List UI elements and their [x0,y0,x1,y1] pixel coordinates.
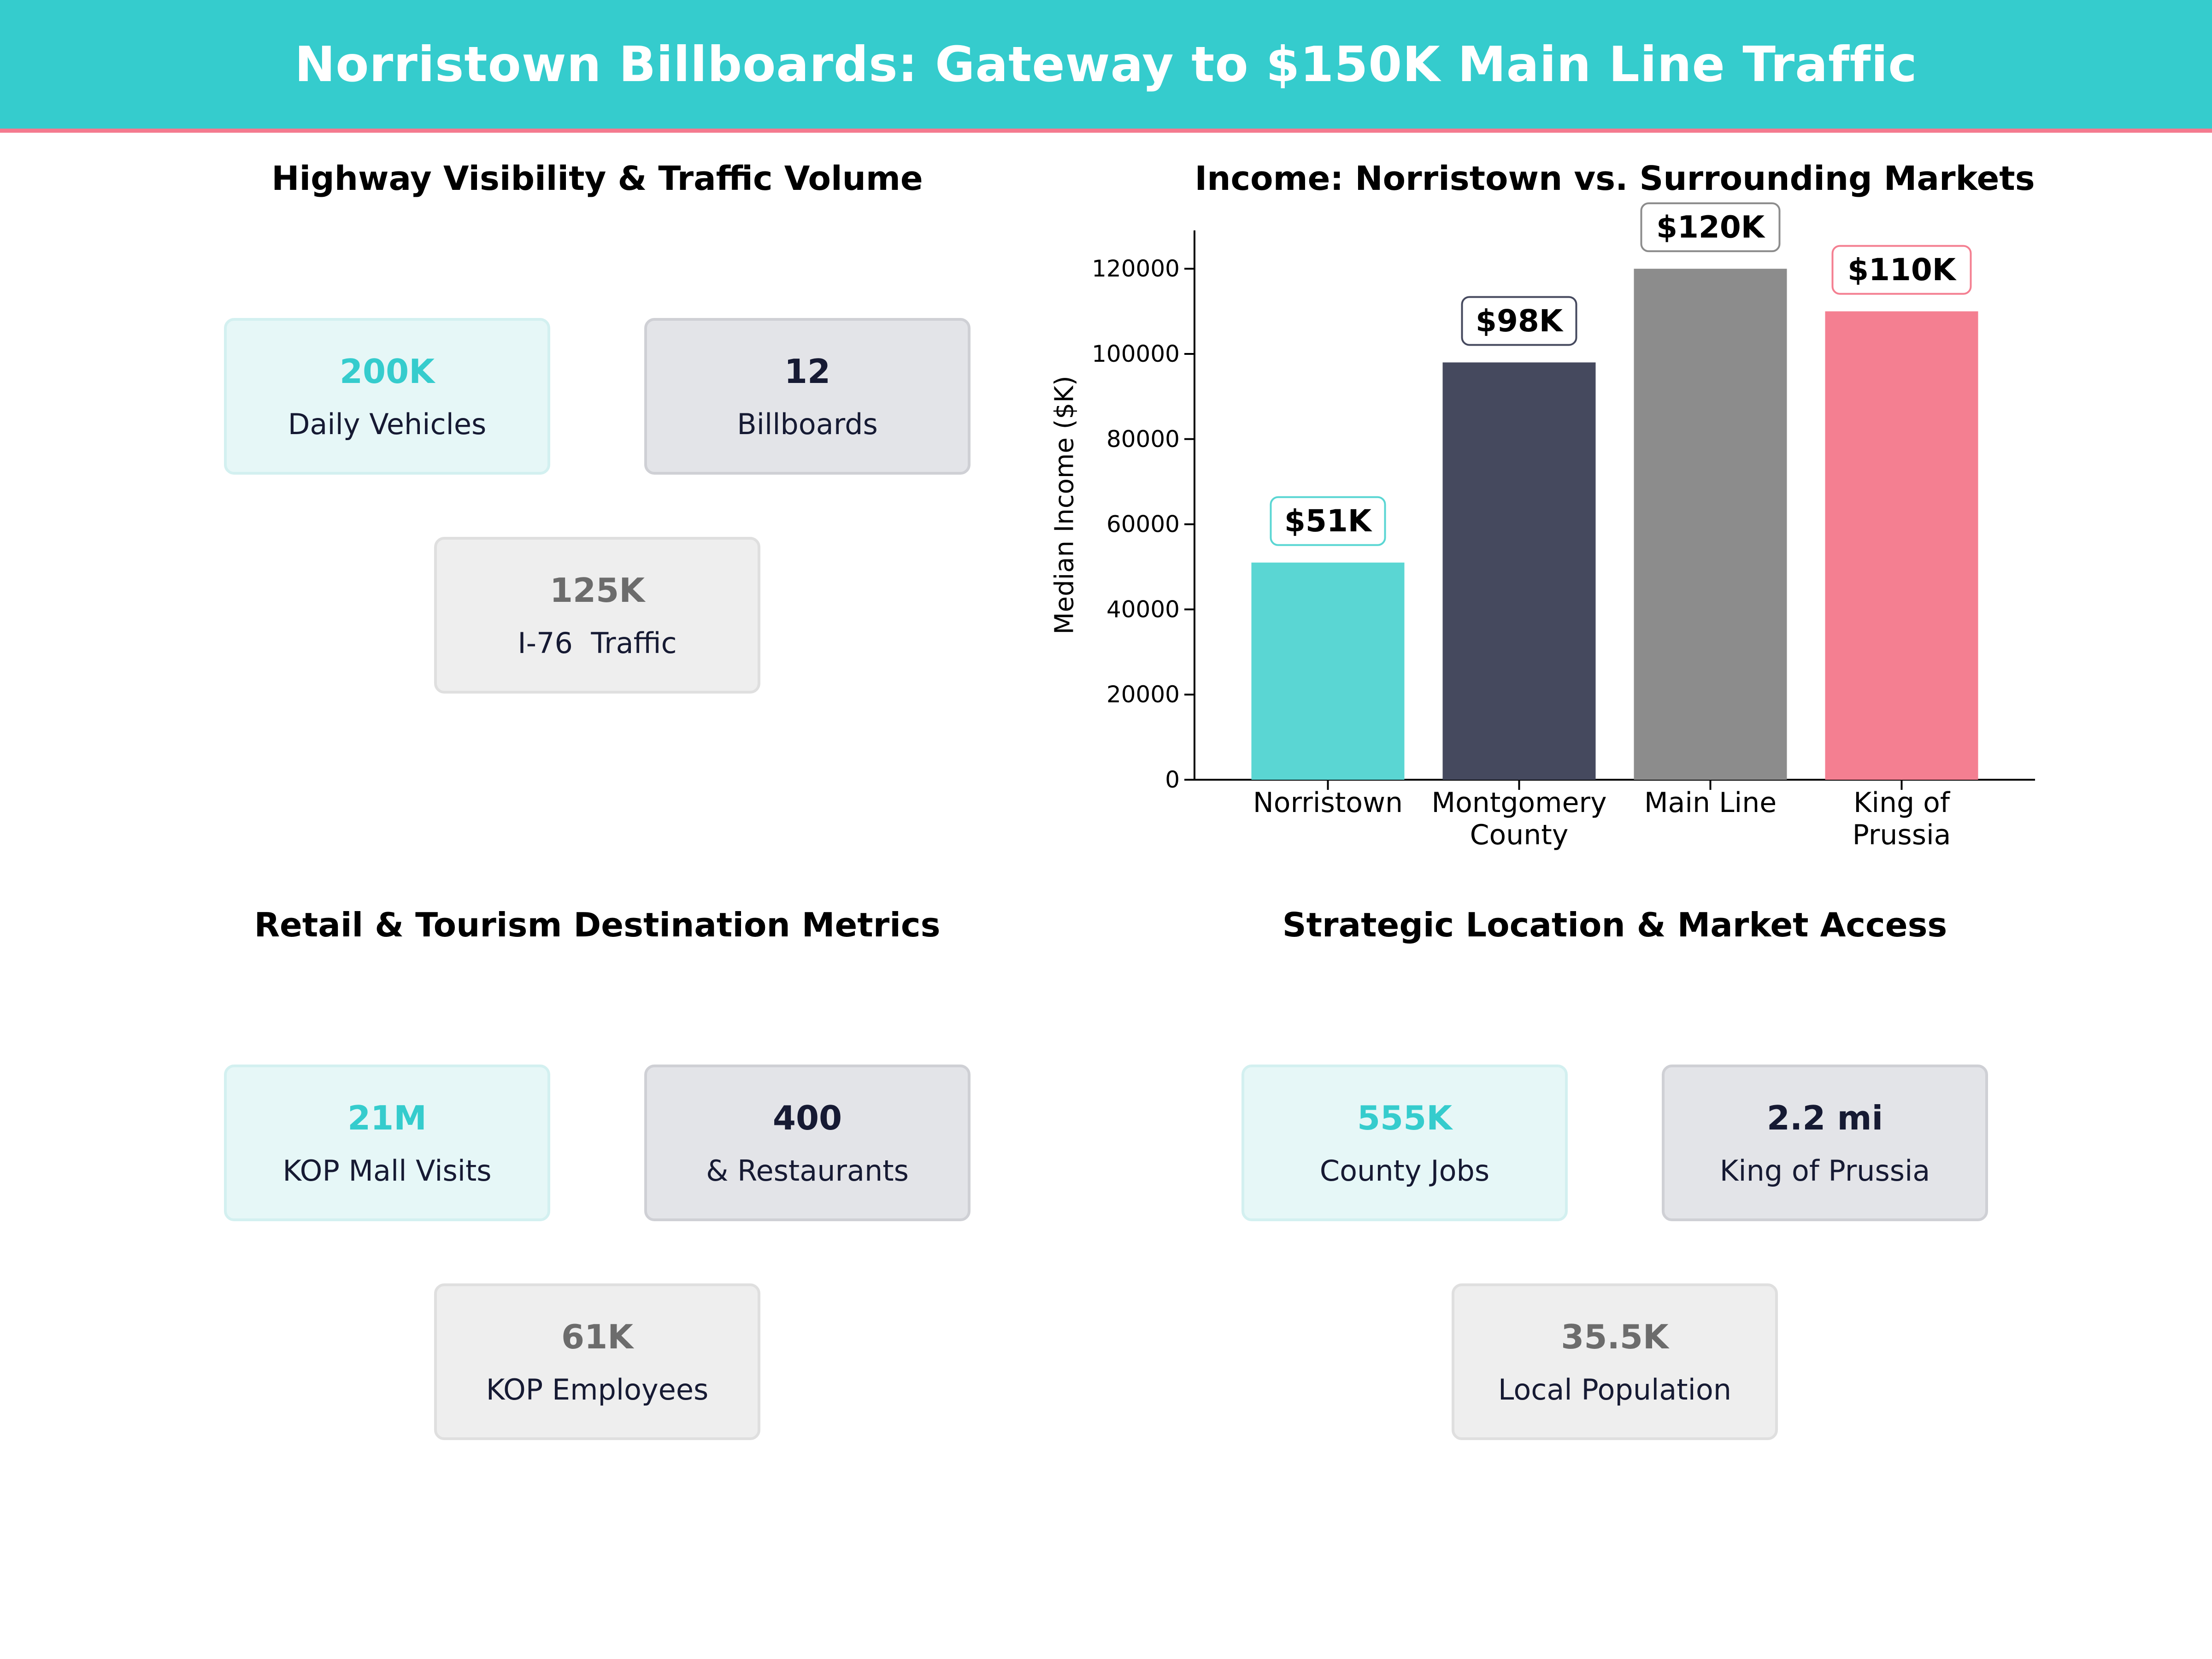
data-label: $110K [1847,252,1957,288]
retail-panel-title: Retail & Tourism Destination Metrics [254,906,941,944]
restaurants-card: 400 & Restaurants [644,1065,971,1221]
card-value: 125K [549,571,645,610]
page-title: Norristown Billboards: Gateway to $150K … [294,36,1918,93]
highway-panel-title: Highway Visibility & Traffic Volume [271,159,923,198]
y-tick-label: 120000 [1092,255,1180,282]
card-value: 2.2 mi [1766,1098,1883,1137]
card-value: 400 [772,1098,842,1137]
y-axis-label: Median Income ($K) [1050,376,1080,634]
card-value: 12 [784,352,831,391]
data-label: $51K [1284,503,1373,539]
bar-main-line [1634,269,1787,780]
y-tick-label: 0 [1165,766,1180,793]
king-of-prussia-distance-card: 2.2 mi King of Prussia [1662,1065,1988,1221]
y-tick-label: 60000 [1106,511,1180,538]
data-label: $120K [1656,210,1766,245]
bar-king-of-prussia [1825,311,1978,780]
daily-vehicles-card: 200K Daily Vehicles [224,318,550,475]
card-value: 35.5K [1561,1317,1669,1356]
y-tick-label: 100000 [1092,341,1180,367]
bar-norristown [1251,562,1405,780]
card-label: Billboards [737,407,878,441]
data-label-box [1640,202,1781,253]
x-tick-label: Norristown [1253,787,1403,819]
y-tick-label: 40000 [1106,596,1180,623]
data-label: $98K [1476,303,1564,339]
income-panel-title: Income: Norristown vs. Surrounding Marke… [1194,159,2035,198]
card-value: 21M [347,1098,427,1137]
data-label-box [1461,296,1577,346]
card-value: 61K [561,1317,633,1356]
card-value: 200K [339,352,435,391]
kop-mall-visits-card: 21M KOP Mall Visits [224,1065,550,1221]
card-value: 555K [1357,1098,1453,1137]
card-label: Local Population [1498,1372,1732,1406]
x-tick-label: Main Line [1644,787,1777,819]
x-tick-label: King of Prussia [1853,787,1951,851]
card-label: King of Prussia [1719,1153,1930,1188]
local-population-card: 35.5K Local Population [1452,1283,1778,1440]
bar-montgomery-county [1442,362,1596,780]
i76-traffic-card: 125K I-76 Traffic [434,537,760,694]
y-tick-label: 80000 [1106,426,1180,453]
county-jobs-card: 555K County Jobs [1241,1065,1568,1221]
card-label: & Restaurants [706,1153,909,1188]
header-banner: Norristown Billboards: Gateway to $150K … [0,0,2212,133]
card-label: KOP Employees [486,1372,709,1406]
data-label-box [1270,496,1386,546]
location-panel-title: Strategic Location & Market Access [1282,906,1947,944]
kop-employees-card: 61K KOP Employees [434,1283,760,1440]
x-tick-label: Montgomery County [1431,787,1606,851]
y-tick-label: 20000 [1106,681,1180,708]
card-label: I-76 Traffic [518,626,677,660]
card-label: KOP Mall Visits [282,1153,492,1188]
card-label: County Jobs [1319,1153,1490,1188]
billboards-card: 12 Billboards [644,318,971,475]
card-label: Daily Vehicles [288,407,487,441]
data-label-box [1831,245,1972,295]
